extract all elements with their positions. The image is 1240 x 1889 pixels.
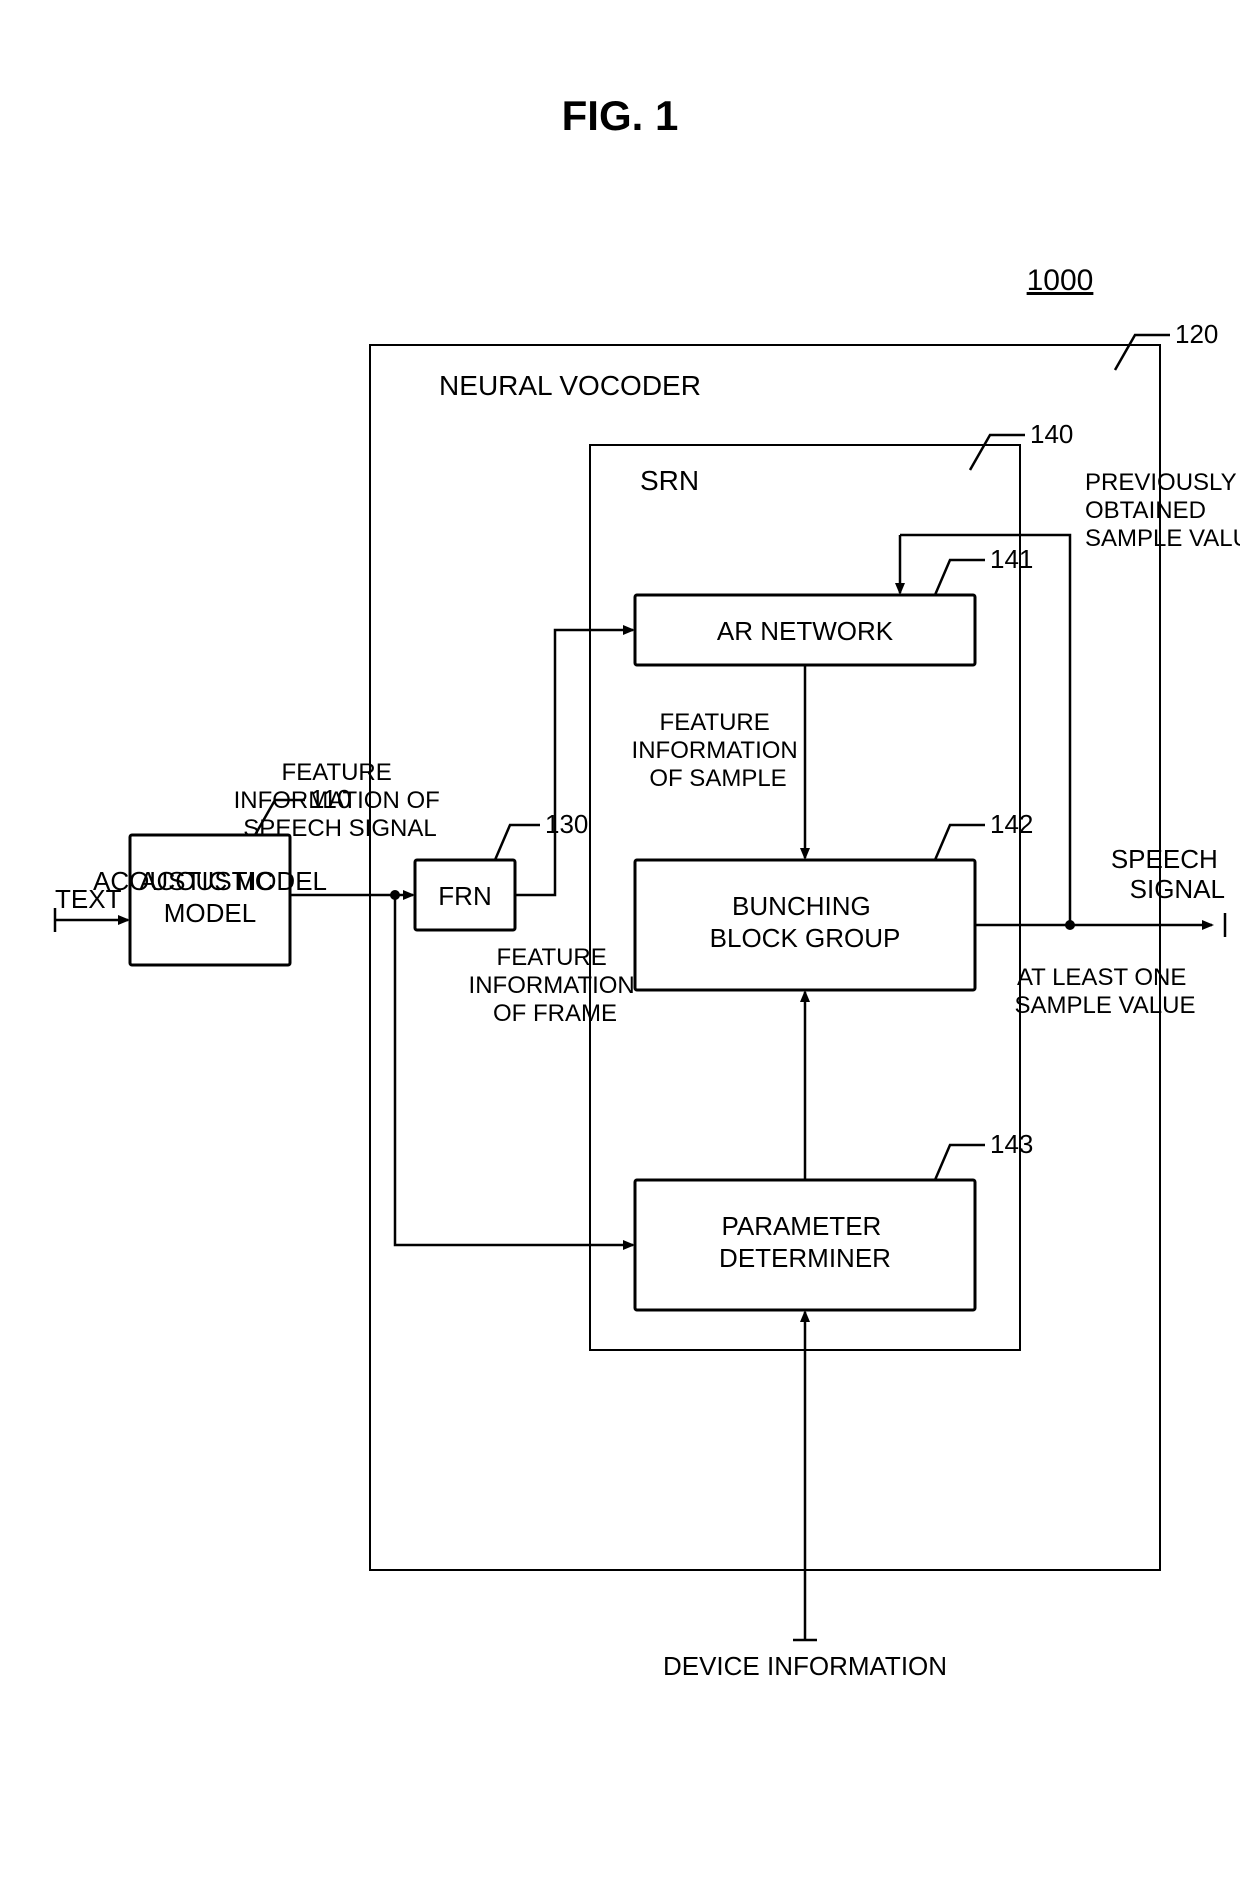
leader-130 — [495, 825, 540, 860]
leader-143 — [935, 1145, 985, 1180]
feature-info-frame-label: FEATURE INFORMATION OF FRAME — [469, 944, 642, 1027]
device-information-label: DEVICE INFORMATION — [663, 1651, 947, 1681]
arrow-frn-to-ar — [515, 630, 633, 895]
ref-130: 130 — [545, 809, 588, 839]
system-ref: 1000 — [1027, 264, 1094, 297]
frn-label: FRN — [438, 881, 491, 911]
ref-141: 141 — [990, 544, 1033, 574]
leader-140 — [970, 435, 1025, 470]
ref-120: 120 — [1175, 319, 1218, 349]
prev-samples-label: PREVIOUSLY OBTAINED SAMPLE VALUES — [1085, 469, 1240, 552]
srn-label: SRN — [640, 465, 699, 496]
ref-140: 140 — [1030, 419, 1073, 449]
at-least-one-sample-label: AT LEAST ONE SAMPLE VALUE — [1015, 964, 1196, 1019]
figure-title: FIG. 1 — [562, 92, 679, 139]
ar-network-label: AR NETWORK — [717, 616, 894, 646]
leader-142 — [935, 825, 985, 860]
feature-info-sample-label: FEATURE INFORMATION OF SAMPLE — [632, 709, 805, 792]
ref-143: 143 — [990, 1129, 1033, 1159]
speech-signal-label: SPEECH SIGNAL — [1111, 844, 1225, 904]
feature-info-speech-label: FEATURE INFORMATION OF SPEECH SIGNAL — [234, 759, 447, 842]
leader-120 — [1115, 335, 1170, 370]
leader-141 — [935, 560, 985, 595]
neural-vocoder-label: NEURAL VOCODER — [439, 370, 701, 401]
diagram-canvas: FIG. 1 1000 TEXT ACOUSTIC MODEL ACOUSTIC… — [0, 0, 1240, 1889]
ref-142: 142 — [990, 809, 1033, 839]
